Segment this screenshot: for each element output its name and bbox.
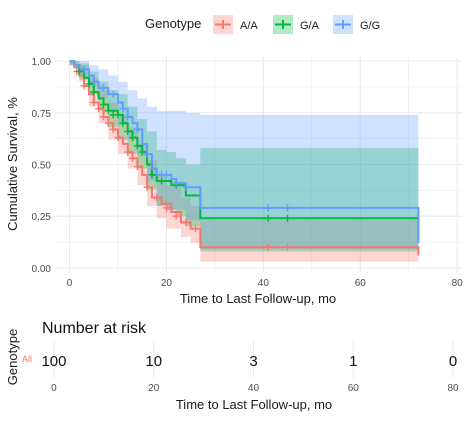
legend-items: A/A G/A G/G bbox=[213, 15, 380, 34]
legend-label-ga: G/A bbox=[300, 20, 320, 32]
censor-mark-aa bbox=[133, 163, 141, 171]
y-tick-label: 0.50 bbox=[32, 161, 52, 172]
confidence-bands bbox=[69, 61, 419, 262]
risk-x-tick-label: 0 bbox=[51, 383, 57, 394]
censor-mark-aa bbox=[284, 243, 292, 251]
censor-mark-ga bbox=[114, 111, 122, 119]
censor-mark-ga bbox=[133, 142, 141, 150]
risk-count: 1 bbox=[349, 353, 357, 370]
censor-mark-ga bbox=[85, 80, 93, 88]
grid-major bbox=[55, 57, 462, 272]
risk-x-tick-label: 60 bbox=[348, 383, 360, 394]
risk-counts: 100 10 3 1 0 bbox=[41, 353, 457, 370]
censor-mark-gg bbox=[172, 179, 180, 187]
censor-mark-ga bbox=[284, 214, 292, 222]
legend-title: Genotype bbox=[145, 16, 201, 31]
censor-mark-gg bbox=[99, 84, 107, 92]
survival-plot-panel: 0.00 0.25 0.50 0.75 1.00 0 20 40 60 80 Cumulativ… bbox=[5, 57, 463, 306]
risk-x-axis-label: Time to Last Follow-up, mo bbox=[176, 397, 332, 412]
censor-mark-aa bbox=[264, 243, 272, 251]
censor-mark-aa bbox=[99, 113, 107, 121]
x-tick-labels: 0 20 40 60 80 bbox=[67, 278, 463, 289]
legend: Genotype A/A G/A G/G bbox=[145, 15, 380, 34]
censor-mark-gg bbox=[264, 204, 272, 212]
legend-key-mark-gg bbox=[335, 20, 351, 29]
risk-row-label: All bbox=[22, 354, 32, 364]
censor-mark-gg bbox=[80, 65, 88, 73]
risk-table-grid bbox=[53, 341, 454, 378]
censor-mark-ga bbox=[75, 67, 83, 75]
legend-key-mark-ga bbox=[275, 20, 291, 29]
legend-key-mark-aa bbox=[215, 20, 231, 29]
censor-mark-gg bbox=[109, 90, 117, 98]
y-axis-label: Cumulative Survival, % bbox=[5, 97, 20, 231]
confidence-band-gg bbox=[69, 61, 419, 250]
risk-y-axis-label: Genotype bbox=[5, 329, 20, 385]
censor-mark-ga bbox=[99, 101, 107, 109]
censor-mark-aa bbox=[129, 154, 137, 162]
survival-curve-ga bbox=[69, 60, 420, 239]
x-tick-label: 40 bbox=[258, 278, 270, 289]
confidence-band-ga bbox=[69, 61, 419, 252]
x-tick-label: 20 bbox=[161, 278, 173, 289]
risk-count: 3 bbox=[249, 353, 257, 370]
censor-mark-aa bbox=[90, 98, 98, 106]
y-tick-label: 0.00 bbox=[32, 264, 52, 275]
legend-label-gg: G/G bbox=[360, 20, 380, 32]
survival-curve-aa bbox=[69, 60, 420, 256]
risk-count: 0 bbox=[449, 353, 457, 370]
censor-marks bbox=[73, 65, 292, 251]
censor-mark-gg bbox=[284, 204, 292, 212]
risk-table: Number at risk All 100 10 3 1 0 0 20 40 60 80 Ge… bbox=[5, 320, 459, 412]
risk-count: 10 bbox=[145, 353, 162, 370]
y-tick-label: 0.75 bbox=[32, 109, 52, 120]
y-tick-label: 0.25 bbox=[32, 212, 52, 223]
censor-mark-ga bbox=[148, 171, 156, 179]
censor-mark-gg bbox=[133, 125, 141, 133]
y-tick-label: 1.00 bbox=[32, 57, 52, 68]
risk-x-tick-label: 20 bbox=[148, 383, 160, 394]
censor-mark-gg bbox=[90, 78, 98, 86]
censor-mark-aa bbox=[143, 183, 151, 191]
censor-mark-aa bbox=[109, 125, 117, 133]
censor-mark-aa bbox=[80, 82, 88, 90]
censor-mark-aa bbox=[114, 134, 122, 142]
censor-mark-ga bbox=[104, 107, 112, 115]
risk-table-title: Number at risk bbox=[42, 320, 147, 337]
censor-mark-gg bbox=[124, 113, 132, 121]
risk-count: 100 bbox=[41, 353, 66, 370]
x-tick-label: 0 bbox=[67, 278, 73, 289]
risk-x-tick-label: 80 bbox=[447, 383, 459, 394]
censor-mark-gg bbox=[182, 183, 190, 191]
censor-mark-aa bbox=[124, 148, 132, 156]
censor-mark-ga bbox=[129, 134, 137, 142]
censor-mark-aa bbox=[95, 105, 103, 113]
censor-mark-aa bbox=[162, 204, 170, 212]
censor-mark-ga bbox=[90, 88, 98, 96]
legend-label-aa: A/A bbox=[240, 20, 258, 32]
censor-mark-gg bbox=[143, 150, 151, 158]
risk-x-tick-label: 40 bbox=[248, 383, 260, 394]
censor-mark-ga bbox=[119, 119, 127, 127]
x-tick-label: 60 bbox=[355, 278, 367, 289]
censor-mark-gg bbox=[119, 105, 127, 113]
x-axis-label: Time to Last Follow-up, mo bbox=[180, 291, 336, 306]
censor-mark-gg bbox=[162, 171, 170, 179]
censor-mark-ga bbox=[138, 148, 146, 156]
censor-mark-aa bbox=[153, 194, 161, 202]
risk-x-tick-labels: 0 20 40 60 80 bbox=[51, 383, 459, 394]
censor-mark-ga bbox=[264, 214, 272, 222]
censor-mark-aa bbox=[172, 212, 180, 220]
censor-mark-aa bbox=[182, 218, 190, 226]
censor-mark-aa bbox=[192, 225, 200, 233]
x-tick-label: 80 bbox=[452, 278, 464, 289]
confidence-band-aa bbox=[69, 61, 419, 262]
y-tick-labels: 0.00 0.25 0.50 0.75 1.00 bbox=[32, 57, 52, 275]
censor-mark-ga bbox=[124, 127, 132, 135]
censor-mark-aa bbox=[104, 119, 112, 127]
censor-mark-ga bbox=[158, 177, 166, 185]
